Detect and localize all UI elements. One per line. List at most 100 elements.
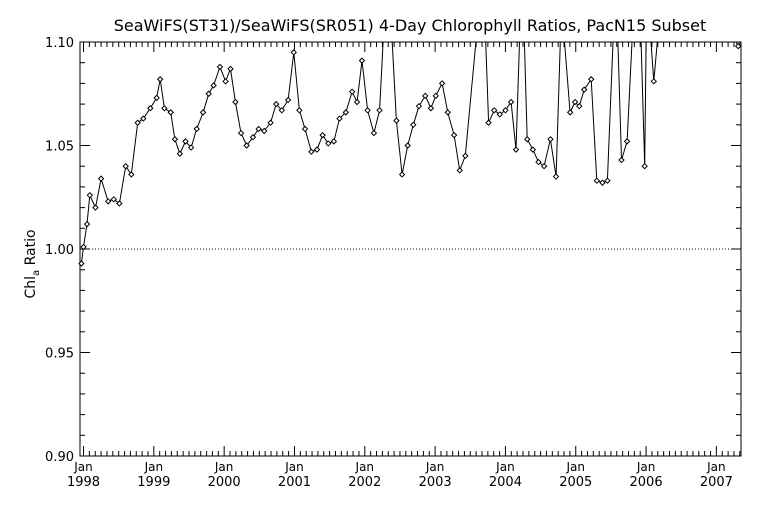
y-tick-label: 0.90 (45, 450, 74, 465)
data-point (92, 204, 99, 211)
data-point (410, 121, 417, 129)
plot-area: 0.900.951.001.051.10Jan1998Jan1999Jan200… (45, 36, 742, 490)
data-point (161, 105, 168, 112)
data-point (156, 76, 164, 83)
data-point (393, 117, 400, 124)
x-tick-month-label: Jan (706, 460, 726, 474)
data-point (104, 198, 112, 205)
x-tick-month-label: Jan (214, 460, 234, 474)
data-point (650, 78, 658, 85)
y-axis-label: Chla Ratio (23, 229, 42, 298)
data-point (80, 243, 87, 251)
x-tick-month-label: Jan (355, 460, 375, 474)
data-point (267, 119, 274, 126)
data-point (153, 94, 160, 102)
y-tick-label: 1.05 (45, 140, 74, 155)
x-tick-month-label: Jan (284, 460, 304, 474)
data-point (187, 144, 195, 151)
x-tick-year-label: 2005 (559, 475, 592, 490)
data-point (576, 102, 583, 110)
data-point (342, 109, 350, 116)
x-tick-year-label: 2001 (278, 475, 311, 490)
data-point (588, 76, 595, 83)
data-point (593, 177, 601, 184)
chart-title: SeaWiFS(ST31)/SeaWiFS(SR051) 4-Day Chlor… (114, 16, 707, 35)
data-point (512, 146, 520, 153)
data-point (502, 107, 509, 114)
data-point (182, 138, 189, 145)
y-axis-label-subscript: a (31, 270, 42, 276)
data-point (462, 152, 469, 160)
data-point (78, 260, 85, 267)
y-axis-label-tail: Ratio (23, 229, 39, 269)
data-point (325, 140, 332, 147)
data-point (301, 125, 309, 133)
data-point (529, 146, 537, 153)
data-point (618, 156, 625, 164)
data-point (290, 49, 297, 56)
data-point (296, 107, 303, 114)
y-tick-label: 1.00 (45, 243, 74, 258)
data-point (604, 177, 611, 184)
data-point (319, 131, 326, 139)
data-point (210, 82, 217, 89)
data-point (336, 115, 343, 122)
data-point (358, 57, 366, 64)
x-tick-month-label: Jan (73, 460, 93, 474)
data-point (641, 162, 648, 170)
x-tick-year-label: 2007 (700, 475, 733, 490)
data-point (171, 136, 179, 143)
data-point (216, 63, 224, 71)
data-point (176, 150, 184, 157)
data-point (490, 107, 498, 114)
data-point (249, 134, 257, 141)
data-point (444, 109, 451, 116)
data-point (284, 96, 292, 104)
data-point (364, 107, 371, 114)
data-point (134, 119, 141, 126)
data-point (599, 179, 606, 186)
data-point (222, 78, 229, 85)
data-point (308, 148, 315, 155)
data-point (272, 100, 280, 108)
data-point (116, 200, 123, 207)
data-point (450, 131, 458, 139)
data-point (237, 129, 245, 137)
data-point (415, 102, 423, 110)
data-point (507, 98, 515, 106)
data-point (432, 92, 440, 100)
data-point (199, 109, 207, 116)
x-tick-month-label: Jan (566, 460, 586, 474)
data-point (348, 88, 356, 95)
data-point (313, 146, 321, 153)
data-point (485, 119, 492, 126)
data-point (552, 173, 560, 180)
data-point (97, 175, 105, 182)
data-point (128, 171, 135, 178)
x-tick-year-label: 2000 (208, 475, 241, 490)
data-point (86, 191, 94, 199)
y-tick-label: 1.10 (45, 36, 74, 51)
x-tick-year-label: 2006 (630, 475, 663, 490)
data-point (422, 92, 429, 100)
data-point (370, 129, 378, 137)
data-point (623, 138, 631, 145)
data-point (232, 98, 239, 106)
x-tick-month-label: Jan (636, 460, 656, 474)
x-tick-year-label: 2004 (489, 475, 522, 490)
x-tick-month-label: Jan (425, 460, 445, 474)
data-point (376, 107, 383, 114)
data-point (496, 111, 504, 118)
x-tick-month-label: Jan (144, 460, 164, 474)
data-point (353, 98, 361, 106)
data-point (243, 142, 250, 149)
data-point (255, 125, 262, 133)
data-point (193, 125, 200, 133)
data-point (167, 109, 174, 116)
data-point (227, 65, 234, 73)
data-point (330, 138, 338, 145)
x-tick-year-label: 2003 (419, 475, 452, 490)
data-point (110, 196, 117, 203)
data-point (140, 115, 147, 122)
